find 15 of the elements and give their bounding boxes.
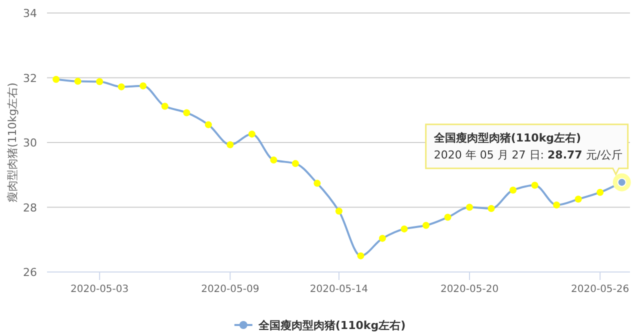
x-tick-label: 2020-05-20 (440, 284, 499, 295)
y-tick-label: 34 (23, 7, 37, 20)
annotation: 2020 年 05 月 27 日: 28.77 元/公斤 (434, 148, 623, 162)
legend: 全国瘦肉型肉猪(110kg左右) (234, 319, 406, 332)
tooltip: 全国瘦肉型肉猪(110kg左右) 2020 年 05 月 27 日: 28.77 元/公斤 (425, 124, 629, 176)
annotation: 全国瘦肉型肉猪(110kg左右) (432, 131, 582, 144)
x-tick-label: 2020-05-14 (310, 284, 368, 295)
y-tick-label: 26 (23, 266, 37, 279)
y-tick-label: 28 (23, 201, 37, 214)
x-tick-label: 2020-05-26 (571, 284, 630, 295)
y-axis-title: 瘦肉型肉猪(110kg左右) (6, 82, 19, 202)
x-tick-label: 2020-05-03 (70, 284, 129, 295)
y-tick-label: 30 (23, 136, 37, 150)
x-tick-label: 2020-05-09 (201, 284, 260, 295)
y-tick-label: 32 (23, 72, 37, 85)
